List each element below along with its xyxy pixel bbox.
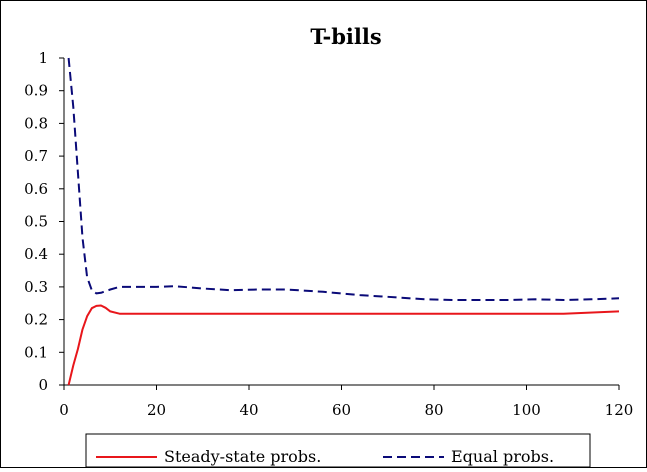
y-tick-label: 1 [38, 49, 48, 67]
series-layer [67, 57, 620, 386]
x-tick-label: 100 [512, 401, 541, 419]
legend: Steady-state probs. Equal probs. [85, 433, 591, 468]
x-tick-label: 120 [605, 401, 634, 419]
x-tick-label: 60 [332, 401, 351, 419]
legend-box [85, 433, 591, 468]
x-tick-label: 20 [147, 401, 166, 419]
y-tick-label: 0.6 [24, 180, 48, 198]
x-tick-label: 40 [239, 401, 258, 419]
x-tick-label: 0 [59, 401, 69, 419]
plot-area [64, 58, 619, 385]
y-tick-label: 0.9 [24, 82, 48, 100]
legend-label-equal: Equal probs. [451, 447, 554, 466]
x-tick-label: 80 [424, 401, 443, 419]
y-axis-ticks: 0 0.1 0.2 0.3 0.4 0.5 0.6 0.7 0.8 0.9 1 [24, 49, 64, 394]
y-tick-label: 0.3 [24, 278, 48, 296]
y-tick-label: 0.5 [24, 213, 48, 231]
series-line-steady-state [67, 304, 620, 386]
chart-title: T-bills [310, 24, 381, 49]
y-tick-label: 0.2 [24, 311, 48, 329]
y-tick-label: 0.7 [24, 147, 48, 165]
y-tick-label: 0.8 [24, 114, 48, 132]
y-tick-label: 0.4 [24, 245, 48, 263]
series-line-equal [67, 57, 620, 301]
y-tick-label: 0.1 [24, 343, 48, 361]
x-axis-ticks: 0 20 40 60 80 100 120 [59, 385, 633, 419]
legend-label-steady-state: Steady-state probs. [164, 447, 321, 466]
y-tick-label: 0 [38, 376, 48, 394]
